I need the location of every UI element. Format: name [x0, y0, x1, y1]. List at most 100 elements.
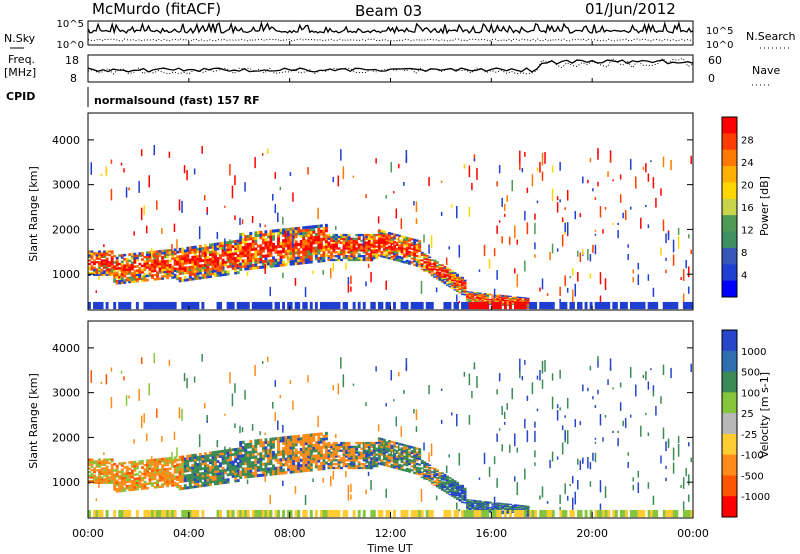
velocity-cell	[488, 509, 492, 511]
velocity-cell	[372, 462, 376, 466]
power-cell	[478, 296, 482, 298]
power-cell	[297, 229, 301, 233]
velocity-cell	[302, 453, 306, 457]
power-cell	[438, 264, 442, 266]
power-cell	[526, 302, 530, 304]
velocity-cell	[93, 481, 96, 484]
power-cell	[566, 189, 569, 201]
power-cell	[350, 247, 354, 250]
power-cell	[95, 273, 99, 276]
velocity-cell	[236, 452, 240, 456]
power-cell	[292, 234, 294, 248]
velocity-cell	[473, 366, 476, 370]
velocity-cell	[387, 461, 391, 464]
velocity-cell	[214, 453, 217, 457]
velocity-cell	[493, 506, 497, 508]
power-cell	[219, 301, 223, 310]
power-cell	[451, 282, 454, 284]
velocity-cell	[342, 457, 346, 460]
power-cell	[362, 254, 366, 258]
velocity-cell	[637, 509, 641, 518]
power-cell	[317, 207, 319, 220]
velocity-cell	[143, 482, 147, 486]
velocity-cell	[488, 510, 492, 512]
power-cell	[284, 263, 288, 267]
velocity-cell	[453, 509, 457, 518]
power-cell	[448, 271, 452, 274]
power-cell	[458, 277, 462, 280]
noise-left-label: N.Sky	[4, 32, 36, 45]
power-cell	[259, 265, 263, 269]
power-cell	[156, 258, 159, 262]
velocity-cell	[340, 449, 344, 452]
velocity-cell	[246, 458, 250, 463]
velocity-cell	[229, 455, 233, 459]
velocity-cell	[214, 472, 217, 476]
velocity-cell	[181, 457, 185, 461]
power-cell	[483, 299, 487, 301]
velocity-cell	[327, 459, 331, 462]
velocity-cell	[322, 477, 324, 483]
velocity-cell	[191, 466, 195, 470]
power-cell	[456, 275, 459, 277]
power-cell	[350, 286, 352, 292]
power-cell	[357, 233, 361, 237]
velocity-cell	[423, 477, 427, 480]
velocity-cell	[309, 441, 313, 445]
velocity-cell	[461, 487, 463, 495]
velocity-cell	[269, 440, 273, 444]
velocity-cell	[307, 465, 311, 470]
power-cell	[483, 296, 487, 298]
power-cell	[158, 271, 162, 274]
power-cell	[471, 295, 475, 297]
velocity-cell	[355, 447, 359, 450]
velocity-cell	[539, 495, 541, 500]
velocity-cell	[279, 394, 282, 399]
power-cell	[264, 224, 266, 228]
velocity-cell	[501, 505, 505, 507]
velocity-cell	[118, 509, 122, 518]
power-cell	[289, 232, 293, 237]
velocity-cell	[382, 444, 386, 447]
velocity-cell	[445, 479, 449, 481]
velocity-cell	[95, 460, 99, 463]
velocity-cell	[279, 450, 283, 454]
velocity-cell	[526, 509, 530, 511]
power-cell	[473, 292, 477, 294]
velocity-cell	[453, 487, 457, 490]
power-cell	[486, 294, 490, 297]
velocity-cell	[307, 433, 311, 437]
power-cell	[161, 228, 163, 234]
velocity-cell	[231, 453, 235, 457]
velocity-cell	[660, 396, 662, 404]
power-cell	[393, 256, 396, 259]
power-cell	[224, 238, 226, 251]
power-cell	[413, 259, 417, 263]
power-cell	[438, 278, 442, 280]
power-cell	[256, 231, 260, 235]
velocity-cell	[332, 447, 336, 450]
power-cell	[105, 252, 109, 255]
power-cell	[211, 260, 215, 264]
power-cell	[123, 264, 127, 267]
velocity-cell	[476, 506, 480, 508]
velocity-cell	[398, 463, 401, 467]
velocity-cell	[347, 441, 351, 445]
velocity-cell	[236, 457, 240, 461]
power-cell	[375, 251, 379, 254]
power-cell	[279, 258, 283, 262]
power-cell	[125, 264, 129, 267]
velocity-cell	[211, 456, 215, 459]
power-cell	[372, 245, 376, 248]
power-cell	[166, 251, 170, 254]
velocity-cell	[234, 479, 238, 483]
velocity-cell	[367, 441, 371, 445]
velocity-cell	[234, 477, 238, 480]
power-cell	[622, 301, 626, 310]
power-cell	[183, 301, 187, 310]
velocity-cell	[282, 447, 286, 451]
velocity-cell	[451, 481, 454, 483]
velocity-cell	[362, 466, 366, 470]
velocity-cell	[521, 508, 525, 511]
power-cell	[176, 255, 180, 259]
